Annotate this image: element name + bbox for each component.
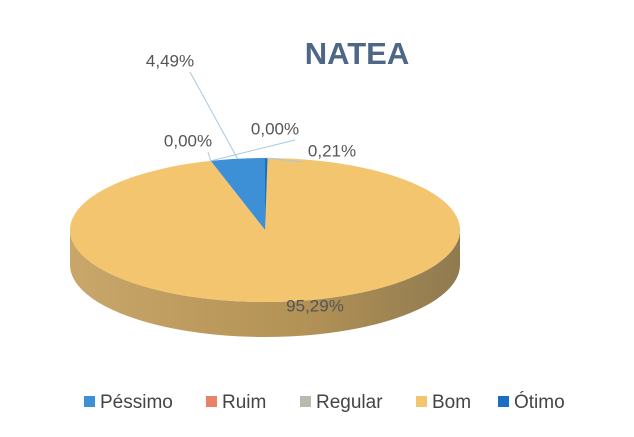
pie-slice xyxy=(210,158,265,230)
slices xyxy=(69,158,460,302)
legend-swatch xyxy=(300,396,311,407)
pie-slice xyxy=(69,158,460,302)
data-label: 0,21% xyxy=(308,141,356,160)
legend-swatch xyxy=(206,396,217,407)
legend-label: Péssimo xyxy=(100,392,173,413)
pie-side xyxy=(70,230,460,337)
data-label: 0,00% xyxy=(251,119,299,138)
data-label: 4,49% xyxy=(146,51,194,70)
legend-label: Ruim xyxy=(222,392,266,413)
leader-line xyxy=(210,139,296,162)
legend-label: Ótimo xyxy=(514,391,565,413)
legend-swatch xyxy=(498,396,509,407)
legend-label: Bom xyxy=(432,392,471,413)
leader-line xyxy=(189,71,239,159)
data-label: 0,00% xyxy=(164,131,212,150)
data-label: 95,29% xyxy=(286,296,344,315)
legend-swatch xyxy=(416,396,427,407)
labels: 4,49% 0,00% 0,00% 95,29% 0,21% xyxy=(146,51,356,315)
leader-line xyxy=(266,157,303,163)
legend-label: Regular xyxy=(316,392,383,413)
legend-swatch xyxy=(84,396,95,407)
legend: Péssimo Ruim Regular Bom Ótimo xyxy=(84,391,565,413)
chart-title: NATEA xyxy=(305,36,409,71)
pie-slice xyxy=(265,158,268,230)
leader-line xyxy=(207,151,212,161)
